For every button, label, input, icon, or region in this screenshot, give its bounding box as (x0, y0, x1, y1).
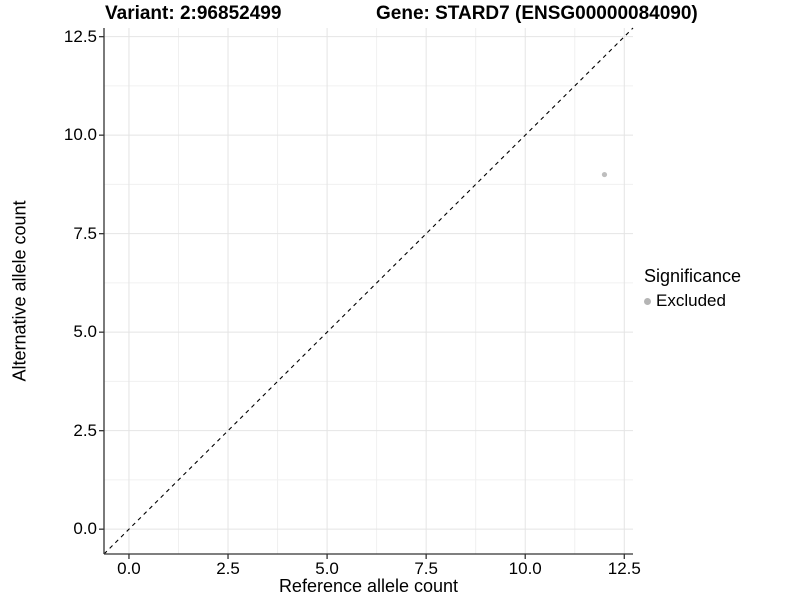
x-tick-label: 2.5 (216, 559, 240, 578)
y-tick-label: 5.0 (73, 322, 97, 342)
x-tick-label: 10.0 (508, 559, 542, 578)
x-tick-label: 7.5 (414, 559, 438, 578)
x-tick-label: 5.0 (315, 559, 339, 578)
y-tick-label: 2.5 (73, 420, 97, 440)
plot-canvas (99, 27, 634, 559)
x-tick-label: 0.0 (117, 559, 141, 578)
plot-panel (99, 27, 634, 559)
y-tick-label: 7.5 (73, 223, 97, 243)
y-tick-label: 10.0 (63, 125, 97, 145)
y-tick-label: 0.0 (73, 519, 97, 539)
plot-title-variant: Variant: 2:96852499 (105, 3, 282, 24)
legend-title: Significance (644, 266, 742, 286)
identity-reference-line (103, 27, 634, 555)
legend-point-icon (644, 297, 651, 305)
legend-entry-excluded: Excluded (644, 291, 741, 311)
data-point (601, 171, 608, 178)
y-axis-title: Alternative allele count (9, 200, 30, 382)
plot-title-gene: Gene: STARD7 (ENSG00000084090) (376, 3, 698, 24)
legend: Significance Excluded (644, 265, 741, 311)
x-tick-label: 12.5 (607, 559, 641, 578)
x-axis-title: Reference allele count (278, 576, 459, 596)
y-tick-label: 12.5 (63, 26, 97, 46)
legend-entry-label: Excluded (656, 291, 726, 310)
